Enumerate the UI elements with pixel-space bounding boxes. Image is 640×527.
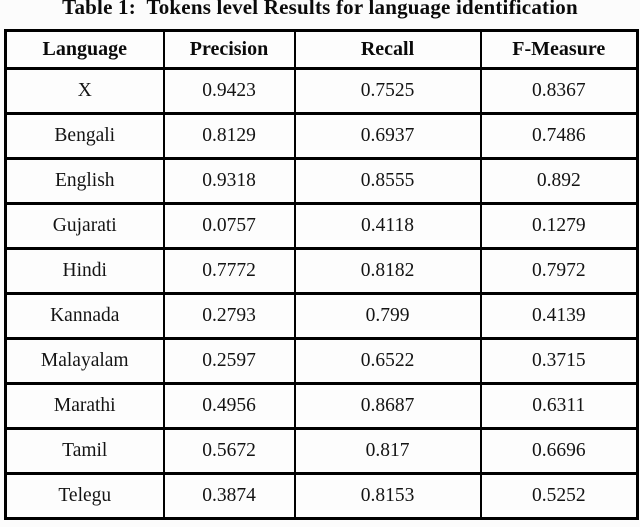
table-row: English 0.9318 0.8555 0.892	[4, 157, 639, 205]
value-cell: 0.8367	[479, 67, 639, 115]
value-cell: 0.799	[293, 292, 482, 340]
table-row: Malayalam 0.2597 0.6522 0.3715	[4, 337, 639, 385]
column-header-f-measure: F-Measure	[479, 29, 639, 70]
table-body: X 0.9423 0.7525 0.8367 Bengali 0.8129 0.6937 0.…	[4, 67, 639, 520]
language-cell: Kannada	[4, 292, 165, 340]
value-cell: 0.817	[293, 427, 482, 475]
value-cell: 0.6311	[479, 382, 639, 430]
value-cell: 0.8129	[162, 112, 296, 160]
value-cell: 0.1279	[479, 202, 639, 250]
table-header: Language Precision Recall F-Measure	[4, 29, 639, 70]
language-cell: Bengali	[4, 112, 165, 160]
table-row: Gujarati 0.0757 0.4118 0.1279	[4, 202, 639, 250]
language-cell: Tamil	[4, 427, 165, 475]
value-cell: 0.8555	[293, 157, 482, 205]
value-cell: 0.8153	[293, 472, 482, 520]
table-row: Marathi 0.4956 0.8687 0.6311	[4, 382, 639, 430]
value-cell: 0.9423	[162, 67, 296, 115]
value-cell: 0.7772	[162, 247, 296, 295]
language-cell: X	[4, 67, 165, 115]
value-cell: 0.6522	[293, 337, 482, 385]
column-header-precision: Precision	[162, 29, 296, 70]
language-cell: English	[4, 157, 165, 205]
value-cell: 0.6696	[479, 427, 639, 475]
language-cell: Gujarati	[4, 202, 165, 250]
table-row: Bengali 0.8129 0.6937 0.7486	[4, 112, 639, 160]
table-row: X 0.9423 0.7525 0.8367	[4, 67, 639, 115]
table-row: Telegu 0.3874 0.8153 0.5252	[4, 472, 639, 520]
value-cell: 0.5672	[162, 427, 296, 475]
value-cell: 0.8687	[293, 382, 482, 430]
value-cell: 0.7525	[293, 67, 482, 115]
value-cell: 0.2597	[162, 337, 296, 385]
value-cell: 0.0757	[162, 202, 296, 250]
value-cell: 0.7486	[479, 112, 639, 160]
language-cell: Marathi	[4, 382, 165, 430]
table-row: Tamil 0.5672 0.817 0.6696	[4, 427, 639, 475]
value-cell: 0.8182	[293, 247, 482, 295]
column-header-recall: Recall	[293, 29, 482, 70]
value-cell: 0.5252	[479, 472, 639, 520]
language-cell: Malayalam	[4, 337, 165, 385]
value-cell: 0.6937	[293, 112, 482, 160]
value-cell: 0.7972	[479, 247, 639, 295]
value-cell: 0.4118	[293, 202, 482, 250]
column-header-language: Language	[4, 29, 165, 70]
table-caption: Table 1: Tokens level Results for langua…	[62, 0, 578, 19]
value-cell: 0.3874	[162, 472, 296, 520]
results-table: Language Precision Recall F-Measure X 0.9423…	[4, 29, 639, 520]
value-cell: 0.4956	[162, 382, 296, 430]
table-row: Hindi 0.7772 0.8182 0.7972	[4, 247, 639, 295]
language-cell: Telegu	[4, 472, 165, 520]
table-header-row: Language Precision Recall F-Measure	[4, 29, 639, 70]
value-cell: 0.892	[479, 157, 639, 205]
table-row: Kannada 0.2793 0.799 0.4139	[4, 292, 639, 340]
value-cell: 0.9318	[162, 157, 296, 205]
value-cell: 0.4139	[479, 292, 639, 340]
language-cell: Hindi	[4, 247, 165, 295]
value-cell: 0.2793	[162, 292, 296, 340]
value-cell: 0.3715	[479, 337, 639, 385]
